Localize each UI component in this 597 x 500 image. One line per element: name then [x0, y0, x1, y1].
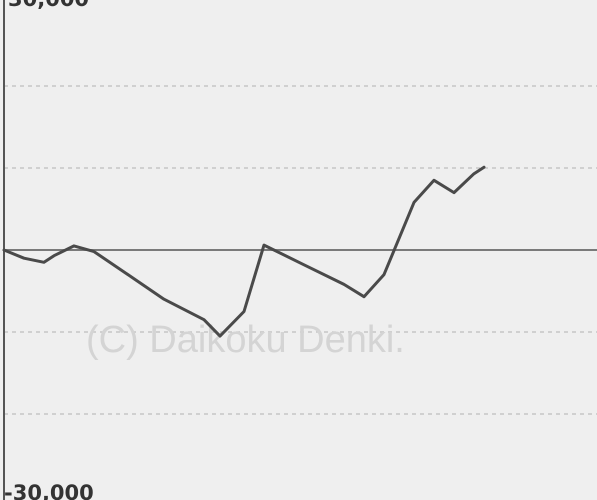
watermark-text: (C) Daikoku Denki.	[86, 319, 405, 361]
series-line	[2, 165, 486, 338]
grid-lines	[4, 85, 597, 415]
y-tick-label-bottom: -30,000	[4, 481, 94, 500]
y-tick-label-top: 30,000	[8, 0, 89, 11]
